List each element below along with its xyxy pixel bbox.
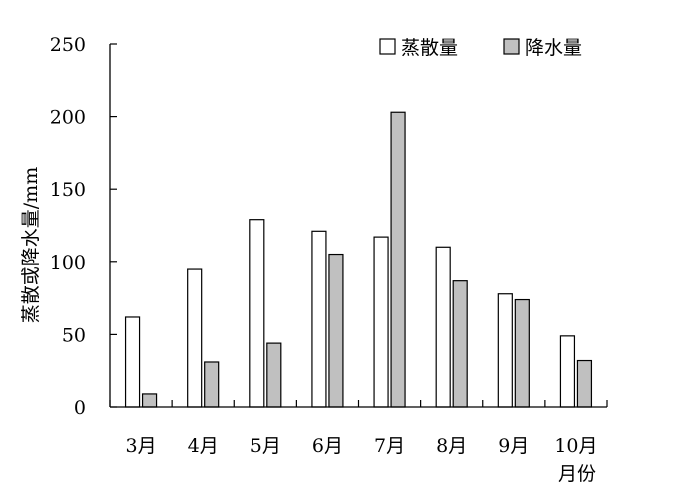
- bar-precipitation: [141, 393, 158, 408]
- legend-swatch-evapotranspiration: [379, 38, 396, 55]
- y-tick-label: 0: [74, 397, 86, 419]
- x-tick-label: 5月: [250, 435, 281, 457]
- bar-evapotranspiration: [124, 316, 141, 408]
- x-axis-title: 月份: [558, 463, 596, 485]
- y-ticks: 0 50 100 150 200 250: [50, 34, 117, 419]
- bar-evapotranspiration: [311, 230, 327, 408]
- x-tick-label: 4月: [188, 435, 219, 457]
- legend: 蒸散量 降水量: [379, 37, 582, 59]
- y-tick-label: 50: [62, 324, 86, 346]
- bar-evapotranspiration: [373, 236, 389, 408]
- legend-label-evapotranspiration: 蒸散量: [401, 37, 458, 59]
- bar-precipitation: [576, 359, 593, 408]
- bar-evapotranspiration: [497, 293, 513, 408]
- x-tick-label: 10月: [554, 435, 597, 457]
- legend-item-evapotranspiration: 蒸散量: [379, 37, 458, 59]
- bar-precipitation: [390, 111, 406, 408]
- x-ticks: 3月 4月 5月 6月 7月 8月 9月 10月: [109, 400, 608, 457]
- bar-evapotranspiration: [187, 268, 203, 408]
- x-tick-label: 9月: [498, 435, 529, 457]
- bar-precipitation: [452, 280, 468, 408]
- legend-item-precipitation: 降水量: [503, 37, 582, 59]
- legend-swatch-precipitation: [503, 38, 520, 55]
- x-tick-label: 3月: [126, 435, 157, 457]
- bar-precipitation: [204, 361, 220, 408]
- y-tick-label: 250: [50, 34, 86, 56]
- bar-precipitation: [266, 342, 282, 408]
- legend-label-precipitation: 降水量: [525, 37, 582, 59]
- x-tick-label: 8月: [436, 435, 467, 457]
- bar-evapotranspiration: [249, 219, 265, 408]
- y-tick-label: 100: [50, 252, 86, 274]
- bar-evapotranspiration: [559, 335, 576, 408]
- axes-layer: [109, 44, 607, 408]
- y-tick-label: 150: [50, 179, 86, 201]
- x-tick-label: 6月: [312, 435, 343, 457]
- bar-precipitation: [328, 253, 344, 408]
- y-axis-title: 蒸散或降水量/mm: [20, 167, 42, 323]
- y-tick-label: 200: [50, 107, 86, 129]
- x-tick-label: 7月: [374, 435, 405, 457]
- bars-layer: [124, 111, 593, 408]
- bar-evapotranspiration: [435, 246, 451, 408]
- bar-precipitation: [514, 298, 530, 408]
